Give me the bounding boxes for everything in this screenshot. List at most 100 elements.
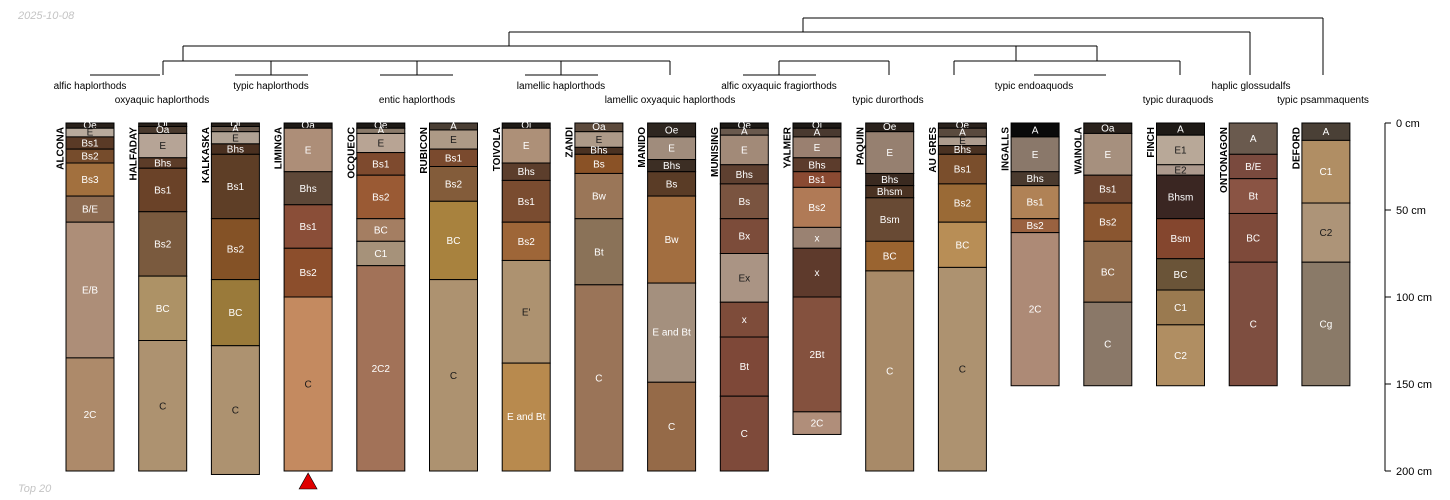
- horizon-label: 2C2: [372, 364, 391, 375]
- horizon-label: 2C: [84, 410, 97, 421]
- horizon: [501, 259, 551, 364]
- horizon-label: BC: [374, 226, 388, 237]
- horizon-label: Bx: [738, 232, 750, 243]
- profile: DEFORD A C1 C2 Cg: [1292, 122, 1351, 387]
- horizon-label: Bs1: [1026, 198, 1044, 209]
- taxonomy-label: lamellic oxyaquic haplorthods: [605, 95, 736, 106]
- horizon: [574, 218, 624, 286]
- horizon-label: Bs: [593, 159, 605, 170]
- depth-tick-label: 0 cm: [1396, 118, 1420, 130]
- horizon-label: Bs2: [445, 179, 463, 190]
- taxonomy-labels: alfic haplorthods oxyaquic haplorthods t…: [54, 81, 1369, 106]
- horizon: [574, 284, 624, 472]
- horizon-label: 2C: [1029, 305, 1042, 316]
- horizon-label: Bt: [740, 362, 750, 373]
- horizon: [283, 171, 333, 206]
- horizon-label: Bhs: [590, 146, 607, 157]
- horizon: [429, 166, 478, 202]
- depth-tick-label: 200 cm: [1396, 466, 1432, 478]
- profile-name: PAQUIN: [855, 127, 866, 165]
- horizon-label: C: [741, 429, 748, 440]
- horizon: [719, 301, 769, 338]
- horizon-label: x: [815, 268, 820, 279]
- horizon: [937, 153, 987, 185]
- horizon: [1083, 240, 1133, 303]
- horizon-label: Bs2: [227, 245, 245, 256]
- date-stamp: 2025-10-08: [17, 10, 75, 22]
- horizon-label: BC: [955, 240, 969, 251]
- profile-name: INGALLS: [1001, 127, 1012, 171]
- horizon-label: E/B: [82, 286, 98, 297]
- horizon: [719, 218, 769, 254]
- profile: RUBICON AE Bs1 Bs2 BC C: [419, 121, 478, 472]
- horizon: [501, 221, 551, 261]
- horizon: [210, 345, 260, 475]
- horizon: [429, 200, 478, 281]
- horizon-label: Bsm: [880, 215, 900, 226]
- horizon-label: C: [959, 365, 966, 376]
- profile: LIMINGA Oa E Bhs Bs1 Bs2 C: [274, 120, 333, 490]
- horizon-label: A: [450, 121, 457, 132]
- horizon-label: C1: [374, 249, 387, 260]
- profile: INGALLS A E Bhs Bs1 Bs2 2C: [1001, 122, 1060, 387]
- profile-marker: [298, 472, 318, 490]
- horizon: [719, 395, 769, 472]
- horizon: [719, 134, 769, 166]
- dendrogram-link: [508, 31, 1251, 75]
- horizon-label: Bs1: [227, 182, 245, 193]
- horizon-label: E: [87, 127, 94, 138]
- horizon-label: 2C: [811, 419, 824, 430]
- horizon-label: E2: [1174, 165, 1187, 176]
- horizon-label: A: [1032, 125, 1039, 136]
- horizon-label: A: [232, 124, 239, 135]
- horizon-label: E: [596, 135, 603, 146]
- footer-note: Top 20: [18, 483, 52, 495]
- horizon-label: BC: [1174, 270, 1188, 281]
- horizon-label: Bw: [665, 235, 680, 246]
- horizon-label: BC: [1101, 267, 1115, 278]
- horizon-label: Oa: [156, 125, 170, 136]
- horizon-label: Bs2: [808, 203, 826, 214]
- horizon-label: Bhs: [299, 184, 316, 195]
- depth-tick-label: 100 cm: [1396, 292, 1432, 304]
- profile-name: MUNISING: [710, 127, 721, 177]
- horizon-label: Oi: [230, 120, 240, 131]
- dendrogram-link: [235, 61, 308, 76]
- horizon-label: C: [1104, 339, 1111, 350]
- horizon: [1083, 301, 1133, 387]
- horizon-label: A: [1323, 127, 1330, 138]
- horizon-label: Bs1: [1099, 185, 1117, 196]
- profile-name: OCQUEOC: [346, 127, 357, 179]
- horizon-label: 2Bt: [809, 350, 824, 361]
- horizon-label: Bs2: [299, 268, 317, 279]
- horizon-label: Bt: [594, 247, 604, 258]
- horizon-label: A: [1250, 134, 1257, 145]
- horizon-label: A: [959, 127, 966, 138]
- dendrogram-link: [778, 60, 890, 75]
- horizon-label: Bhs: [736, 170, 753, 181]
- horizon-label: Oa: [1101, 124, 1115, 135]
- horizon: [210, 279, 260, 347]
- profile-name: TOIVOLA: [492, 127, 503, 171]
- horizon-label: Bsm: [1171, 234, 1191, 245]
- depth-axis: 0 cm 50 cm 100 cm 150 cm 200 cm: [1384, 118, 1432, 478]
- horizon-label: A: [814, 127, 821, 138]
- horizon: [1228, 122, 1278, 155]
- taxonomy-label: entic haplorthods: [379, 95, 455, 106]
- horizon: [792, 411, 842, 435]
- horizon-label: Bs1: [81, 139, 99, 150]
- horizon-label: Bs1: [154, 185, 172, 196]
- horizon-label: Oe: [883, 122, 897, 133]
- dendrogram-link: [380, 61, 453, 76]
- horizon: [1228, 153, 1278, 180]
- horizon: [501, 127, 551, 164]
- horizon: [574, 172, 624, 220]
- horizon-label: Oi: [158, 120, 168, 131]
- dendrogram-link: [1015, 45, 1097, 61]
